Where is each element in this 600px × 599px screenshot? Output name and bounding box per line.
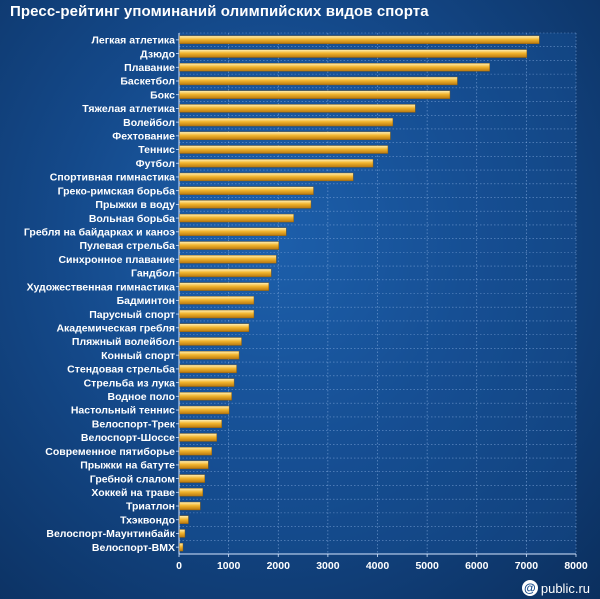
category-label: Плавание <box>124 62 175 74</box>
x-tick-label: 6000 <box>465 560 489 572</box>
category-label: Гребной слалом <box>90 473 175 485</box>
bar <box>179 433 217 442</box>
bar <box>179 186 314 195</box>
category-label: Водное поло <box>108 391 175 403</box>
bar <box>179 49 528 58</box>
category-label: Волейбол <box>123 117 175 129</box>
bar <box>179 282 270 291</box>
category-label: Академическая гребля <box>56 322 175 334</box>
category-label: Греко-римская борьба <box>58 185 176 197</box>
category-label: Художественная гимнастика <box>27 281 176 293</box>
x-tick-label: 1000 <box>217 560 241 572</box>
category-label: Гребля на байдарках и каноэ <box>24 227 175 239</box>
category-label: Современное пятиборье <box>45 446 175 458</box>
bar <box>179 392 232 401</box>
category-label: Теннис <box>138 144 175 156</box>
category-label: Гандбол <box>131 268 175 280</box>
bar <box>179 378 235 387</box>
category-label: Бадминтон <box>117 295 175 307</box>
bar <box>179 309 255 319</box>
category-label: Конный спорт <box>101 350 175 362</box>
category-label: Велоспорт-BMX <box>92 542 175 554</box>
bar <box>179 76 458 86</box>
category-label: Дзюдо <box>140 48 175 60</box>
brand-logo: @ public.ru <box>521 580 590 596</box>
bar <box>179 145 389 154</box>
x-tick-label: 3000 <box>316 560 340 572</box>
bar <box>179 364 237 374</box>
category-label: Пляжный волейбол <box>72 336 175 348</box>
category-label: Прыжки на батуте <box>80 460 175 472</box>
category-label: Триатлон <box>126 501 175 513</box>
bar <box>179 35 540 45</box>
bar <box>179 213 294 223</box>
category-label: Легкая атлетика <box>92 35 176 47</box>
bar <box>179 405 230 415</box>
bar <box>179 172 354 182</box>
bar <box>179 323 250 332</box>
bar <box>179 446 212 456</box>
bar <box>179 529 186 538</box>
bar <box>179 63 490 72</box>
bar <box>179 515 189 524</box>
category-label: Прыжки в воду <box>95 199 175 211</box>
category-label: Стендовая стрельба <box>67 364 175 376</box>
x-tick-label: 7000 <box>515 560 539 572</box>
category-label: Фехтование <box>112 131 175 143</box>
category-label: Синхронное плавание <box>58 254 175 266</box>
category-label: Тяжелая атлетика <box>82 103 175 115</box>
bar <box>179 255 277 264</box>
category-label: Тхэквондо <box>120 514 175 526</box>
category-label: Велоспорт-Шоссе <box>81 432 175 444</box>
x-tick-label: 0 <box>176 560 182 572</box>
bar <box>179 159 374 168</box>
chart-title: Пресс-рейтинг упоминаний олимпийских вид… <box>10 3 429 20</box>
bar <box>179 117 394 127</box>
x-tick-label: 8000 <box>564 560 588 572</box>
category-label: Велоспорт-Трек <box>92 418 176 430</box>
bar <box>179 268 272 278</box>
bar <box>179 241 279 250</box>
bar <box>179 90 451 99</box>
category-label: Стрельба из лука <box>84 377 176 389</box>
category-label: Пулевая стрельба <box>79 240 175 252</box>
category-label: Велоспорт-Маунтинбайк <box>46 528 175 540</box>
bar <box>179 488 204 497</box>
bar <box>179 227 287 236</box>
bar <box>179 351 240 360</box>
category-label: Настольный теннис <box>71 405 175 417</box>
bar <box>179 131 391 141</box>
category-label: Спортивная гимнастика <box>50 172 175 184</box>
category-label: Вольная борьба <box>89 213 175 225</box>
bar <box>179 460 209 470</box>
at-sign-icon: @ <box>521 580 538 596</box>
x-tick-label: 2000 <box>267 560 291 572</box>
category-label: Футбол <box>136 158 175 170</box>
bar <box>179 296 255 305</box>
bar <box>179 200 312 209</box>
bar <box>179 501 201 511</box>
category-label: Хоккей на траве <box>91 487 175 499</box>
x-tick-label: 5000 <box>415 560 439 572</box>
bar <box>179 104 416 113</box>
bar <box>179 419 222 428</box>
bar <box>179 542 184 552</box>
bar <box>179 337 242 346</box>
x-tick-label: 4000 <box>366 560 390 572</box>
category-label: Бокс <box>150 89 175 101</box>
category-label: Баскетбол <box>120 76 175 88</box>
bar <box>179 474 206 483</box>
brand-text: public.ru <box>540 580 590 596</box>
category-label: Парусный спорт <box>89 309 175 321</box>
